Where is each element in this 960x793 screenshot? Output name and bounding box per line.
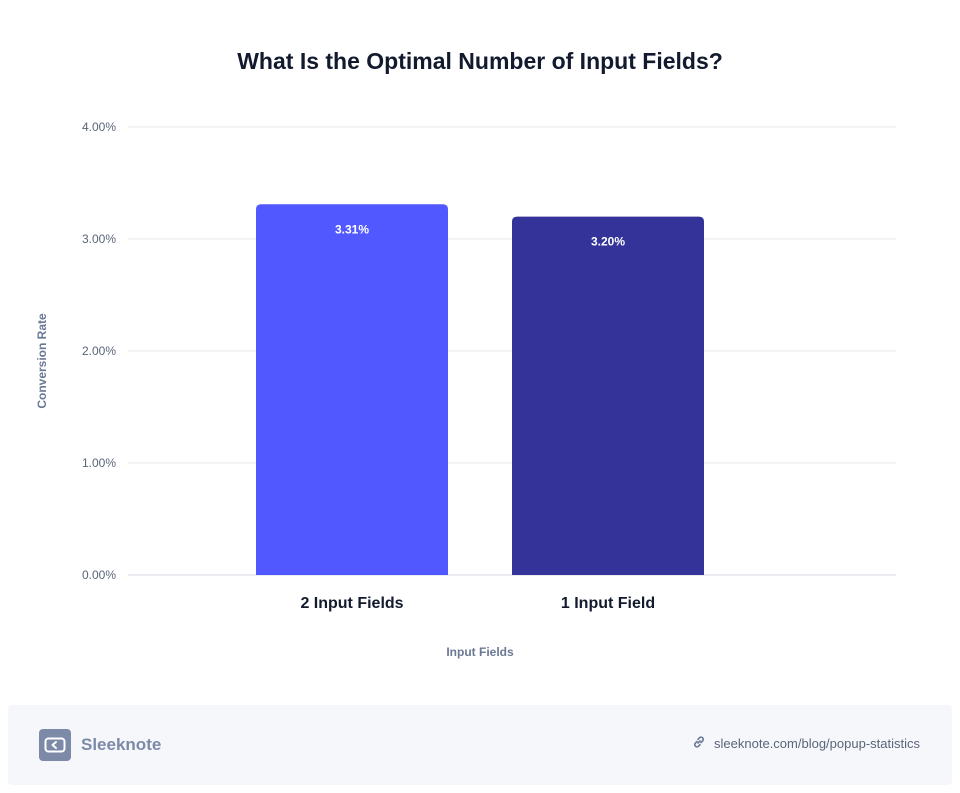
bar-chart: 0.00% 1.00% 2.00% 3.00% 4.00% 3.31% 3.20% 2 I… [35, 120, 896, 659]
chart-title: What Is the Optimal Number of Input Fiel… [237, 48, 723, 74]
bar [256, 204, 448, 575]
y-tick-label: 4.00% [82, 120, 116, 134]
x-tick-label: 1 Input Field [561, 595, 655, 612]
sleeknote-logo-icon [39, 729, 71, 761]
footer: Sleeknote sleeknote.com/blog/popup-stati… [8, 705, 952, 785]
y-tick-label: 2.00% [82, 344, 116, 358]
brand[interactable]: Sleeknote [39, 729, 161, 761]
bar-value-label: 3.20% [591, 235, 625, 249]
brand-name: Sleeknote [81, 735, 162, 754]
bar [512, 216, 704, 575]
y-tick-label: 0.00% [82, 568, 116, 582]
x-tick-label: 2 Input Fields [300, 595, 403, 612]
y-tick-label: 3.00% [82, 232, 116, 246]
source-link[interactable]: sleeknote.com/blog/popup-statistics [692, 735, 920, 752]
y-axis-ticks: 0.00% 1.00% 2.00% 3.00% 4.00% [82, 120, 116, 582]
source-url: sleeknote.com/blog/popup-statistics [714, 736, 920, 751]
y-tick-label: 1.00% [82, 456, 116, 470]
x-axis-title: Input Fields [446, 645, 514, 659]
link-icon [692, 735, 706, 752]
y-axis-title: Conversion Rate [35, 313, 49, 409]
bars [256, 204, 704, 575]
value-labels: 3.31% 3.20% [335, 222, 625, 248]
bar-value-label: 3.31% [335, 222, 369, 236]
x-axis-ticks: 2 Input Fields 1 Input Field [300, 595, 655, 612]
